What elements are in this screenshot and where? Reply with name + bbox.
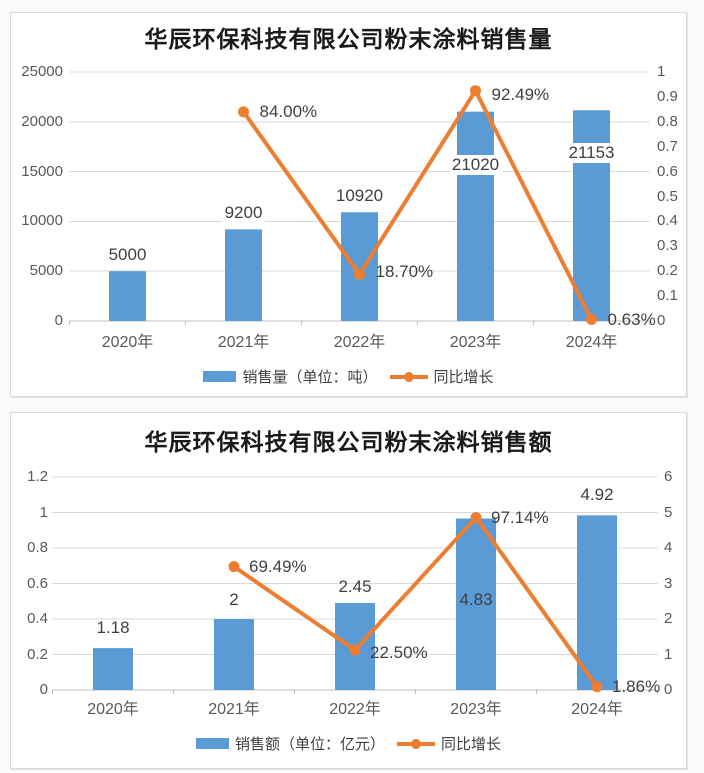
line-marker [228,561,240,573]
right-axis-tick-label: 6 [664,468,673,485]
bar-series-swatch-icon [203,371,237,382]
line-marker [238,106,249,118]
x-axis-category-label: 2020年 [87,701,139,718]
bar-series-swatch-icon [195,738,229,749]
x-axis-category-label: 2022年 [329,701,381,718]
line-percent-label: 69.49% [249,556,307,576]
x-axis-category-label: 2021年 [217,334,270,351]
line-marker [586,313,597,325]
left-axis-tick-label: 0 [54,312,63,329]
right-axis-tick-label: 0 [657,312,666,329]
line-series-marker-icon [397,738,435,749]
right-axis-tick-label: 0.1 [657,287,678,305]
bar-value-label: 2.45 [338,577,372,596]
bar-series-legend-label: 销售量（单位：吨） [242,369,378,386]
line-marker [591,681,603,693]
bar-2021年 [225,229,262,321]
right-axis-tick-label: 0 [664,681,673,698]
right-axis-tick-label: 2 [664,610,673,627]
bar-value-label: 21020 [448,155,503,175]
bar-2023年 [456,518,496,690]
line-marker [470,85,481,97]
bar-value-label: 5000 [105,245,150,265]
left-axis-tick-label: 10000 [21,212,63,230]
right-axis-tick-label: 0.4 [657,212,678,230]
sales-volume-legend: 销售量（单位：吨） 同比增长 [10,366,687,387]
left-axis-tick-label: 1 [39,503,48,521]
line-marker [354,268,365,280]
x-axis-category-label: 2023年 [450,701,502,718]
line-series-marker-icon [389,371,428,382]
bar-series-legend-label: 销售额（单位：亿元） [234,736,385,753]
line-percent-label: 84.00% [259,101,318,121]
bar-2020年 [109,271,146,321]
left-axis-tick-label: 0 [39,681,48,698]
bar-value-label: 21153 [565,143,618,163]
right-axis-tick-label: 1 [657,63,666,80]
line-series-legend-label: 同比增长 [441,736,502,753]
legend-item-line-series: 同比增长 [389,366,494,387]
bar-value-label: 2 [229,590,239,609]
legend-item-line-series: 同比增长 [397,733,501,754]
line-series-legend-label: 同比增长 [433,369,494,386]
left-axis-tick-label: 25000 [21,63,63,80]
right-axis-tick-label: 0.9 [657,87,678,105]
line-percent-label: 0.63% [607,310,656,330]
line-percent-label: 18.70% [375,262,434,282]
line-marker [470,512,482,524]
bar-value-label: 1.18 [96,618,130,637]
growth-line [232,515,599,689]
x-axis-category-label: 2024年 [571,701,623,718]
sales-revenue-chart-title: 华辰环保科技有限公司粉末涂料销售额 [144,430,553,455]
right-axis-tick-label: 4 [664,539,673,556]
left-axis-tick-label: 0.6 [27,574,48,592]
x-axis-category-label: 2024年 [565,334,618,351]
left-axis-tick-label: 5000 [29,262,63,280]
bar-2022年 [341,212,378,321]
bar-value-label: 9200 [221,203,266,223]
right-axis-tick-label: 0.6 [657,162,678,180]
bar-value-label: 4.92 [580,485,614,504]
line-percent-label: 1.86% [612,676,661,696]
left-axis-tick-label: 0.8 [27,539,48,556]
bar-2021年 [214,619,254,690]
right-axis-tick-label: 0.2 [657,262,678,280]
x-axis-category-label: 2021年 [208,701,260,718]
bar-2023年 [457,111,494,321]
bar-2020年 [93,648,133,690]
legend-item-bar-series: 销售量（单位：吨） [203,366,378,387]
right-axis-tick-label: 1 [664,645,673,663]
bar-value-label: 10920 [332,186,387,206]
right-axis-tick-label: 0.3 [657,237,678,255]
x-axis-category-label: 2020年 [101,334,154,351]
bar-2024年 [573,110,610,321]
bar-2024年 [577,515,617,690]
line-marker [349,644,361,656]
left-axis-tick-label: 15000 [21,162,63,180]
right-axis-tick-label: 0.5 [657,187,678,205]
left-axis-tick-label: 0.4 [27,610,48,627]
line-percent-label: 97.14% [491,507,549,527]
x-axis-category-label: 2023年 [449,334,502,351]
right-axis-tick-label: 3 [664,574,673,592]
growth-line [241,88,594,322]
sales-revenue-legend: 销售额（单位：亿元） 同比增长 [10,733,687,754]
right-axis-tick-label: 5 [664,503,673,521]
left-axis-tick-label: 20000 [21,112,63,130]
right-axis-tick-label: 0.7 [657,137,678,155]
right-axis-tick-label: 0.8 [657,112,678,130]
bar-value-label: 4.83 [459,590,493,609]
legend-item-bar-series: 销售额（单位：亿元） [195,733,385,754]
sales-revenue-chart-panel [10,412,687,769]
line-percent-label: 22.50% [370,643,428,663]
left-axis-tick-label: 0.2 [27,645,48,663]
line-percent-label: 92.49% [491,84,550,104]
x-axis-category-label: 2022年 [333,334,386,351]
sales-volume-chart-title: 华辰环保科技有限公司粉末涂料销售量 [144,27,553,52]
left-axis-tick-label: 1.2 [27,468,48,485]
